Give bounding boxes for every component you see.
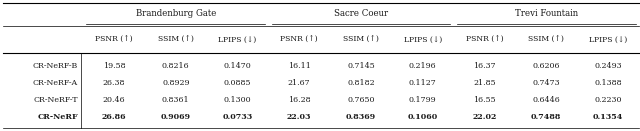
Text: Brandenburg Gate: Brandenburg Gate [136,9,216,18]
Text: CR-NeRF-T: CR-NeRF-T [33,96,78,104]
Text: 0.1354: 0.1354 [593,113,623,121]
Text: 20.46: 20.46 [103,96,125,104]
Text: 0.6446: 0.6446 [532,96,560,104]
Text: 0.8929: 0.8929 [162,79,189,87]
Text: CR-NeRF-A: CR-NeRF-A [33,79,78,87]
Text: 0.1470: 0.1470 [223,61,252,70]
Text: 0.2196: 0.2196 [409,61,436,70]
Text: 0.0733: 0.0733 [222,113,253,121]
Text: 0.1799: 0.1799 [409,96,436,104]
Text: 0.7488: 0.7488 [531,113,561,121]
Text: 0.1300: 0.1300 [224,96,252,104]
Text: 26.38: 26.38 [103,79,125,87]
Text: Trevi Fountain: Trevi Fountain [515,9,578,18]
Text: 0.7650: 0.7650 [348,96,374,104]
Text: LPIPS (↓): LPIPS (↓) [218,36,257,44]
Text: LPIPS (↓): LPIPS (↓) [404,36,442,44]
Text: 26.86: 26.86 [102,113,126,121]
Text: SSIM (↑): SSIM (↑) [158,36,194,44]
Text: 16.37: 16.37 [473,61,496,70]
Text: 21.67: 21.67 [288,79,310,87]
Text: 19.58: 19.58 [103,61,125,70]
Text: 0.9069: 0.9069 [161,113,191,121]
Text: 0.8216: 0.8216 [162,61,189,70]
Text: 22.02: 22.02 [472,113,497,121]
Text: 0.8182: 0.8182 [347,79,375,87]
Text: 0.7473: 0.7473 [532,79,560,87]
Text: 0.6206: 0.6206 [532,61,560,70]
Text: 0.1388: 0.1388 [594,79,621,87]
Text: SSIM (↑): SSIM (↑) [343,36,379,44]
Text: SSIM (↑): SSIM (↑) [528,36,564,44]
Text: 0.8369: 0.8369 [346,113,376,121]
Text: Sacre Coeur: Sacre Coeur [334,9,388,18]
Text: PSNR (↑): PSNR (↑) [280,36,318,44]
Text: PSNR (↑): PSNR (↑) [465,36,503,44]
Text: LPIPS (↓): LPIPS (↓) [589,36,627,44]
Text: 16.55: 16.55 [473,96,496,104]
Text: CR-NeRF-B: CR-NeRF-B [33,61,78,70]
Text: 21.85: 21.85 [473,79,496,87]
Text: 0.8361: 0.8361 [162,96,189,104]
Text: PSNR (↑): PSNR (↑) [95,36,133,44]
Text: 0.1060: 0.1060 [408,113,438,121]
Text: 16.11: 16.11 [288,61,310,70]
Text: 0.2493: 0.2493 [594,61,621,70]
Text: 0.7145: 0.7145 [347,61,375,70]
Text: 0.0885: 0.0885 [224,79,252,87]
Text: 0.2230: 0.2230 [594,96,621,104]
Text: 22.03: 22.03 [287,113,312,121]
Text: 0.1127: 0.1127 [409,79,436,87]
Text: 16.28: 16.28 [288,96,310,104]
Text: CR-NeRF: CR-NeRF [38,113,78,121]
